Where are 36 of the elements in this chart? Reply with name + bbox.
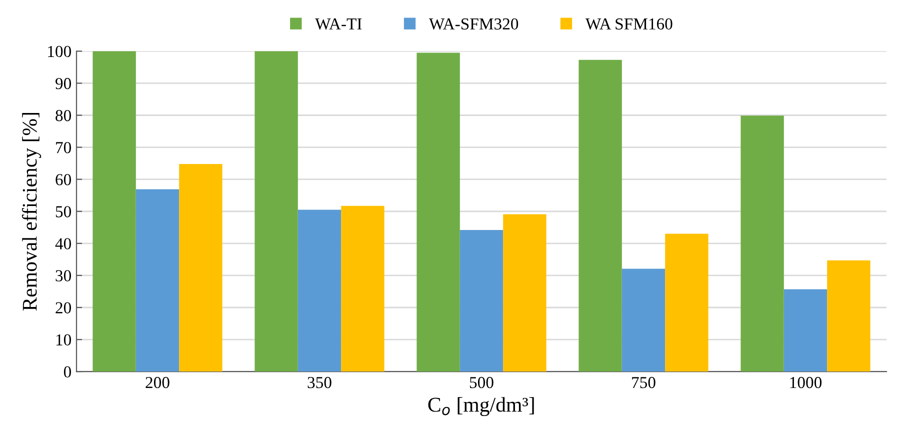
bar [136,189,180,372]
y-tick-label: 80 [56,110,72,122]
y-axis-title: Removal efficiency [%] [22,113,42,311]
y-tick-label: 90 [56,78,72,90]
x-tick-label: 1000 [790,376,822,388]
legend-label: WA SFM160 [585,18,672,30]
bar [622,268,666,372]
x-tick-label: 500 [470,376,494,388]
bar [179,164,222,372]
y-tick-label: 70 [56,142,72,154]
bar [254,51,298,372]
y-tick-label: 30 [56,270,72,282]
bar [416,52,460,372]
y-tick-label: 40 [55,238,72,250]
y-tick-label: 100 [48,46,72,58]
bar [578,60,622,372]
x-tick-label: 200 [146,376,170,388]
y-tick-label: 50 [56,206,72,218]
y-tick-label: 60 [56,174,72,186]
bar [341,206,384,372]
y-tick-label: 10 [56,334,72,346]
x-axis-title: C$_{o}$ [mg/dm³] [428,397,534,416]
legend-label: WA-SFM320 [428,18,518,30]
x-tick-label: 350 [308,376,332,388]
legend-label: WA-TI [315,18,362,30]
bar [460,230,504,372]
bar [503,214,546,372]
bar [827,260,870,372]
bar [740,116,784,372]
y-tick-label: 0 [64,366,72,378]
bar [298,210,342,372]
y-tick-label: 20 [56,302,72,314]
bar [784,289,828,372]
x-tick-label: 750 [632,376,656,388]
bar [92,51,136,372]
bar [665,234,708,372]
